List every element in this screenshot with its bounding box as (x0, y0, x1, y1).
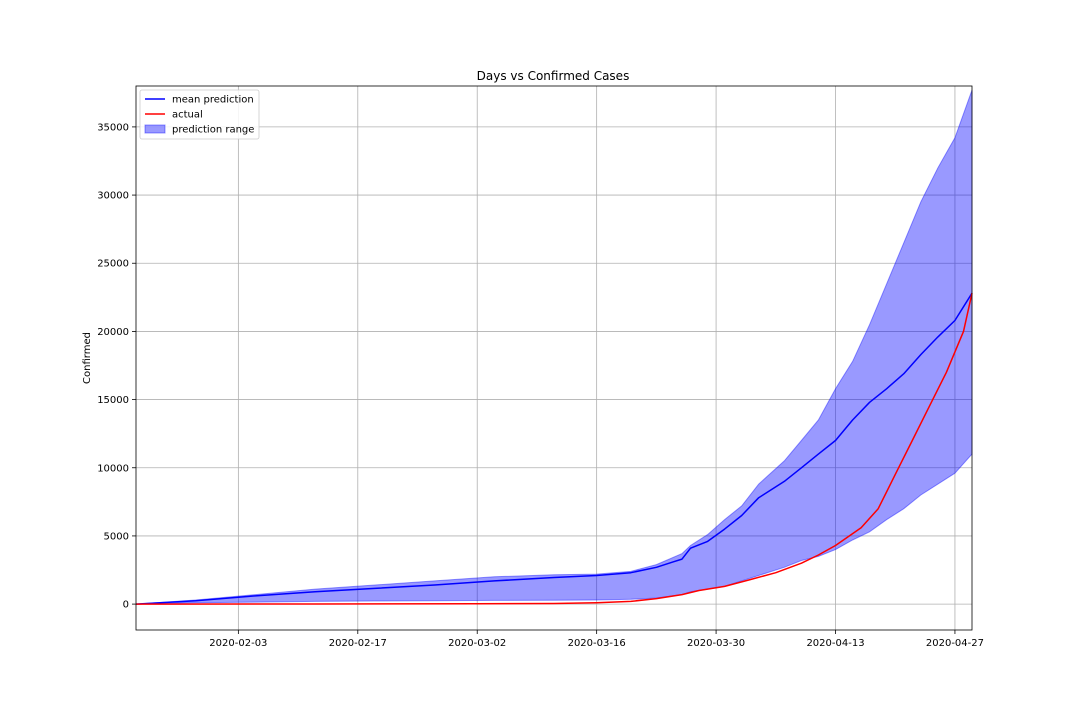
legend-label: mean prediction (172, 95, 254, 106)
y-axis-label: Confirmed (82, 332, 93, 384)
x-tick-label: 2020-03-30 (687, 638, 745, 649)
legend: mean prediction actual prediction range (139, 89, 260, 140)
y-tick-label: 30000 (97, 191, 129, 202)
axes: 2020-02-03 2020-02-17 2020-03-02 2020-03-16… (97, 85, 984, 649)
x-tick-label: 2020-03-02 (448, 638, 506, 649)
x-tick-label: 2020-04-13 (806, 638, 864, 649)
x-tick-label: 2020-02-03 (209, 638, 267, 649)
x-tick-label: 2020-02-17 (329, 638, 387, 649)
y-tick-label: 5000 (104, 531, 129, 542)
legend-swatch (144, 124, 166, 134)
series-lines (135, 292, 973, 605)
y-tick-label: 35000 (97, 122, 129, 133)
y-tick-label: 25000 (97, 259, 129, 270)
y-tick-label: 20000 (97, 327, 129, 338)
y-tick-label: 0 (123, 600, 129, 611)
y-tick-label: 15000 (97, 395, 129, 406)
y-tick-label: 10000 (97, 463, 129, 474)
legend-label: actual (172, 110, 203, 121)
x-tick-label: 2020-03-16 (568, 638, 626, 649)
x-tick-label: 2020-04-27 (926, 638, 984, 649)
plot-frame (135, 85, 973, 631)
actual-line (135, 293, 973, 605)
chart-title: Days vs Confirmed Cases (477, 69, 630, 83)
mean-prediction-line (135, 292, 973, 605)
legend-label: prediction range (172, 125, 254, 136)
legend-box (139, 89, 260, 140)
